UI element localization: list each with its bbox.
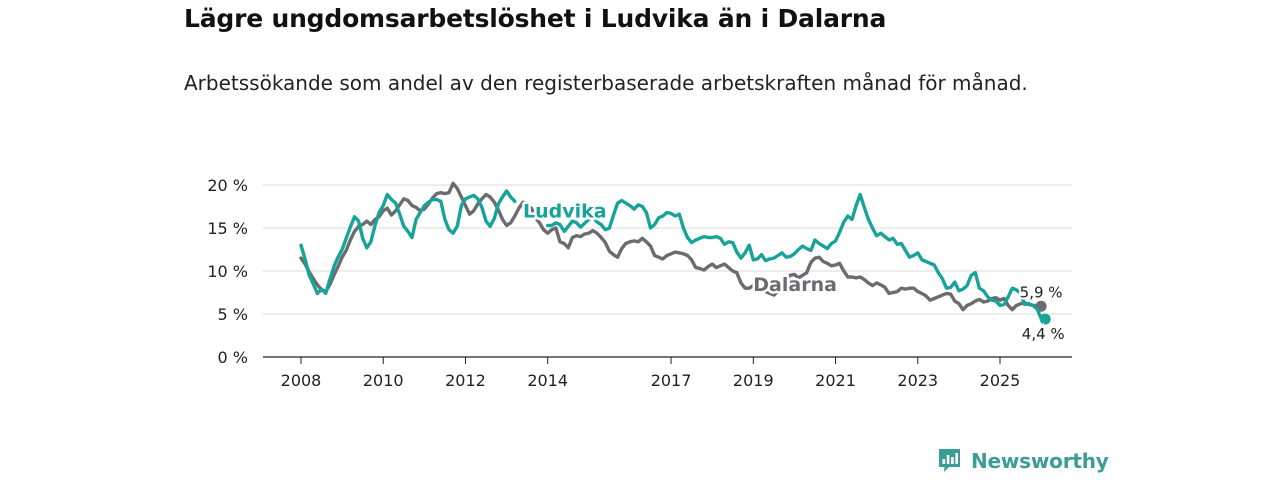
x-tick-label: 2010 [363, 371, 404, 390]
y-tick-label: 10 % [207, 262, 248, 281]
series-line-dalarna [299, 181, 1043, 312]
y-tick-label: 20 % [207, 176, 248, 195]
x-tick-label: 2023 [897, 371, 938, 390]
brand-logo[interactable]: Newsworthy [937, 448, 1109, 473]
x-tick-label: 2021 [815, 371, 856, 390]
x-tick-label: 2014 [527, 371, 568, 390]
series-lines [299, 181, 1051, 325]
end-value-label-ludvika: 4,4 % [1022, 325, 1065, 343]
x-tick-label: 2017 [651, 371, 692, 390]
x-tick-label: 2008 [281, 371, 322, 390]
chart-title: Lägre ungdomsarbetslöshet i Ludvika än i… [184, 4, 887, 33]
series-label-ludvika: Ludvika [523, 201, 607, 223]
series-line-ludvika [299, 189, 517, 296]
end-value-label-dalarna: 5,9 % [1020, 283, 1063, 301]
y-tick-label: 5 % [218, 305, 248, 324]
x-axis: 2008 2010 2012 2014 2017 2019 2021 2023 2025 [263, 356, 1072, 390]
x-tick-label: 2012 [445, 371, 486, 390]
y-tick-label: 15 % [207, 219, 248, 238]
x-tick-label: 2019 [733, 371, 774, 390]
end-point-ludvika [1039, 313, 1051, 325]
chart-subtitle: Arbetssökande som andel av den registerb… [184, 71, 1028, 95]
y-axis-tick-labels: 0 % 5 % 10 % 15 % 20 % [207, 176, 248, 367]
line-chart: 0 %5 %10 %15 %20 % 2008 2010 2012 2014 2017 2… [207, 176, 1072, 390]
x-tick-label: 2025 [980, 371, 1021, 390]
bar-chart-speech-icon [939, 449, 960, 472]
series-line-ludvika [546, 192, 1047, 321]
brand-name: Newsworthy [971, 448, 1109, 473]
y-tick-label: 0 % [218, 348, 248, 367]
series-label-dalarna: Dalarna [753, 274, 837, 296]
series-labels: Dalarna 5,9 % Ludvika 4,4 % [521, 198, 1067, 345]
